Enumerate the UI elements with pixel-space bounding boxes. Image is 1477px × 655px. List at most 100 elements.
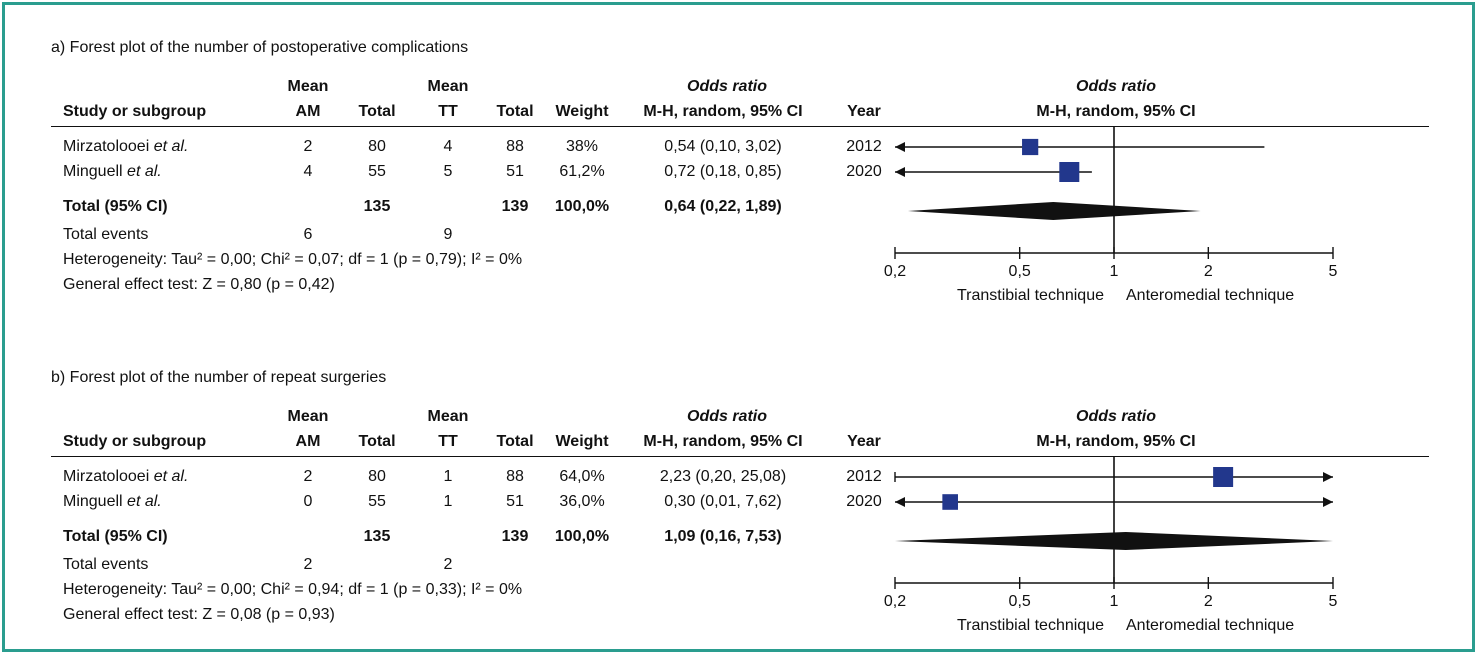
header-total-am: Total: [358, 103, 396, 120]
cell-or: 0,54 (0,10, 3,02): [664, 138, 782, 155]
cell-or: 0,72 (0,18, 0,85): [664, 163, 782, 180]
effect-test-text: General effect test: Z = 0,08 (p = 0,93): [63, 606, 335, 623]
panel-title: b) Forest plot of the number of repeat s…: [51, 369, 387, 386]
cell-am-total: 55: [368, 163, 386, 180]
header-mean-tt-top: Mean: [427, 78, 469, 95]
total-am-total: 135: [363, 528, 391, 545]
ci-arrow-right: [1323, 497, 1333, 507]
total-am-total: 135: [363, 198, 391, 215]
study-name: Mirzatolooei et al.: [63, 138, 189, 155]
cell-weight: 64,0%: [559, 468, 605, 485]
header-tt: TT: [438, 433, 458, 450]
header-or-plot-title: Odds ratio: [1075, 78, 1157, 95]
panel-a: a) Forest plot of the number of postoper…: [5, 5, 1472, 325]
ci-arrow-left: [895, 167, 905, 177]
cell-year: 2012: [846, 138, 882, 155]
cell-tt-total: 51: [506, 493, 524, 510]
header-am: AM: [295, 433, 321, 450]
total-label: Total (95% CI): [63, 528, 168, 545]
forest-plot-b: 0,2 0,5 1 2 5 Transtibial technique Anteromedi…: [884, 456, 1338, 634]
events-tt: 9: [443, 226, 453, 243]
header-tt: TT: [438, 103, 458, 120]
x-tick-label: 0,2: [884, 263, 906, 280]
cell-weight: 36,0%: [559, 493, 605, 510]
header-total-tt: Total: [496, 433, 534, 450]
study-name: Minguell et al.: [63, 163, 162, 180]
favours-left-label: Transtibial technique: [957, 287, 1104, 304]
cell-am: 2: [303, 138, 313, 155]
total-or: 0,64 (0,22, 1,89): [664, 198, 782, 215]
header-total-tt: Total: [496, 103, 534, 120]
cell-am: 0: [303, 493, 313, 510]
favours-right-label: Anteromedial technique: [1126, 617, 1294, 634]
cell-am-total: 80: [368, 138, 386, 155]
x-tick-label: 2: [1204, 263, 1213, 280]
x-tick-label: 5: [1329, 593, 1338, 610]
cell-am: 2: [303, 468, 313, 485]
x-tick-label: 0,5: [1009, 263, 1031, 280]
panel-b: b) Forest plot of the number of repeat s…: [5, 335, 1472, 655]
events-label: Total events: [63, 226, 149, 243]
header-weight: Weight: [555, 103, 609, 120]
cell-or: 0,30 (0,01, 7,62): [664, 493, 782, 510]
study-name: Mirzatolooei et al.: [63, 468, 189, 485]
total-tt-total: 139: [501, 198, 529, 215]
header-rule: [51, 126, 1429, 127]
header-or-plot-method: M-H, random, 95% CI: [1036, 433, 1196, 450]
events-tt: 2: [443, 556, 453, 573]
cell-tt: 4: [443, 138, 453, 155]
cell-year: 2020: [846, 493, 882, 510]
x-tick-label: 5: [1329, 263, 1338, 280]
total-label: Total (95% CI): [63, 198, 168, 215]
x-tick-label: 0,5: [1009, 593, 1031, 610]
favours-left-label: Transtibial technique: [957, 617, 1104, 634]
x-tick-label: 2: [1204, 593, 1213, 610]
cell-am: 4: [303, 163, 313, 180]
events-am: 6: [303, 226, 313, 243]
ci-arrow-right: [1323, 472, 1333, 482]
header-year: Year: [847, 433, 881, 450]
study-marker: [1022, 138, 1039, 156]
heterogeneity-text: Heterogeneity: Tau² = 0,00; Chi² = 0,07;…: [63, 251, 523, 268]
header-or-title: Odds ratio: [686, 408, 768, 425]
pooled-diamond: [907, 202, 1201, 220]
header-or-method: M-H, random, 95% CI: [643, 103, 803, 120]
header-or-plot-method: M-H, random, 95% CI: [1036, 103, 1196, 120]
panel-title: a) Forest plot of the number of postoper…: [51, 39, 469, 56]
ci-arrow-left: [895, 142, 905, 152]
header-study: Study or subgroup: [63, 103, 207, 120]
cell-am-total: 80: [368, 468, 386, 485]
cell-or: 2,23 (0,20, 25,08): [659, 468, 787, 485]
header-mean-am-top: Mean: [287, 408, 329, 425]
header-weight: Weight: [555, 433, 609, 450]
cell-tt-total: 88: [506, 468, 524, 485]
total-tt-total: 139: [501, 528, 529, 545]
header-total-am: Total: [358, 433, 396, 450]
pooled-diamond: [895, 532, 1333, 550]
cell-weight: 61,2%: [559, 163, 605, 180]
cell-tt-total: 51: [506, 163, 524, 180]
study-name: Minguell et al.: [63, 493, 162, 510]
header-year: Year: [847, 103, 881, 120]
header-study: Study or subgroup: [63, 433, 207, 450]
cell-tt-total: 88: [506, 138, 524, 155]
x-tick-label: 1: [1110, 593, 1119, 610]
effect-test-text: General effect test: Z = 0,80 (p = 0,42): [63, 276, 335, 293]
cell-weight: 38%: [565, 138, 599, 155]
cell-am-total: 55: [368, 493, 386, 510]
study-marker: [1059, 162, 1080, 182]
cell-tt: 1: [443, 493, 453, 510]
study-marker: [942, 494, 958, 510]
cell-year: 2012: [846, 468, 882, 485]
favours-right-label: Anteromedial technique: [1126, 287, 1294, 304]
forest-plot-a: 0,2 0,5 1 2 5 Transtibial technique Anteromedi…: [884, 126, 1338, 304]
study-marker: [1213, 467, 1234, 487]
cell-tt: 5: [443, 163, 453, 180]
x-tick-label: 1: [1110, 263, 1119, 280]
total-weight: 100,0%: [554, 528, 610, 545]
events-label: Total events: [63, 556, 149, 573]
x-tick-label: 0,2: [884, 593, 906, 610]
header-or-plot-title: Odds ratio: [1075, 408, 1157, 425]
total-weight: 100,0%: [554, 198, 610, 215]
